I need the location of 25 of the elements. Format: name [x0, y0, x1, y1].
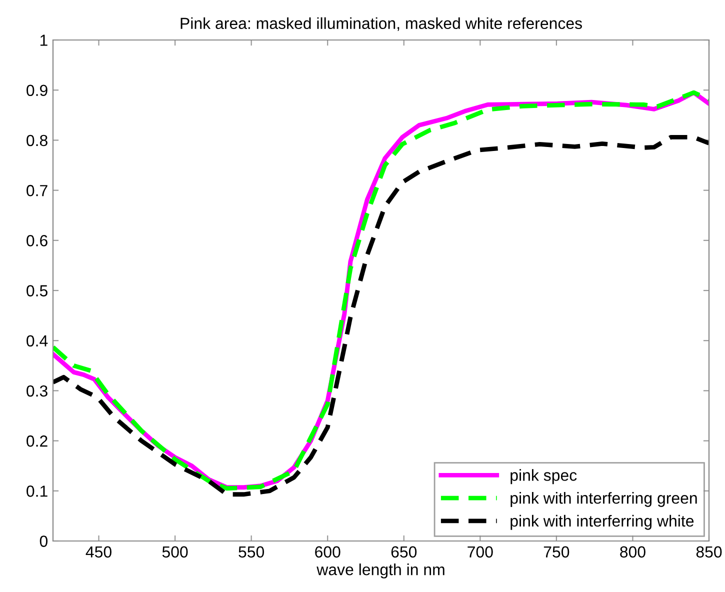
y-tick-label: 0: [40, 536, 48, 547]
y-tick-label: 0.8: [26, 134, 48, 146]
x-tick-label: 800: [620, 546, 646, 558]
y-tick-label: 0.2: [26, 435, 48, 447]
x-tick-label: 650: [391, 546, 417, 558]
legend-label: pink with interferring white: [510, 514, 694, 530]
y-tick-label: 0.9: [26, 84, 48, 96]
y-tick-label: 1: [40, 34, 48, 46]
x-tick-label: 600: [315, 546, 340, 558]
x-tick-label: 550: [238, 546, 264, 558]
y-tick-label: 0.4: [26, 335, 48, 347]
legend-label: pink with interferring green: [510, 492, 697, 507]
y-tick-label: 0.3: [26, 385, 48, 397]
y-tick-label: 0.1: [26, 486, 48, 497]
y-tick-label: 0.5: [26, 285, 48, 296]
x-tick-label: 450: [86, 546, 112, 558]
x-tick-label: 750: [544, 546, 570, 558]
x-tick-label: 700: [468, 546, 493, 558]
y-tick-label: 0.7: [26, 184, 48, 196]
x-tick-label: 500: [162, 546, 188, 558]
x-axis-title: wave length in nm: [316, 564, 444, 578]
y-tick-label: 0.6: [26, 235, 48, 246]
chart-title: Pink area: masked illumination, masked white references: [180, 17, 582, 31]
legend-label: pink spec: [510, 469, 577, 484]
x-tick-label: 850: [696, 546, 722, 558]
